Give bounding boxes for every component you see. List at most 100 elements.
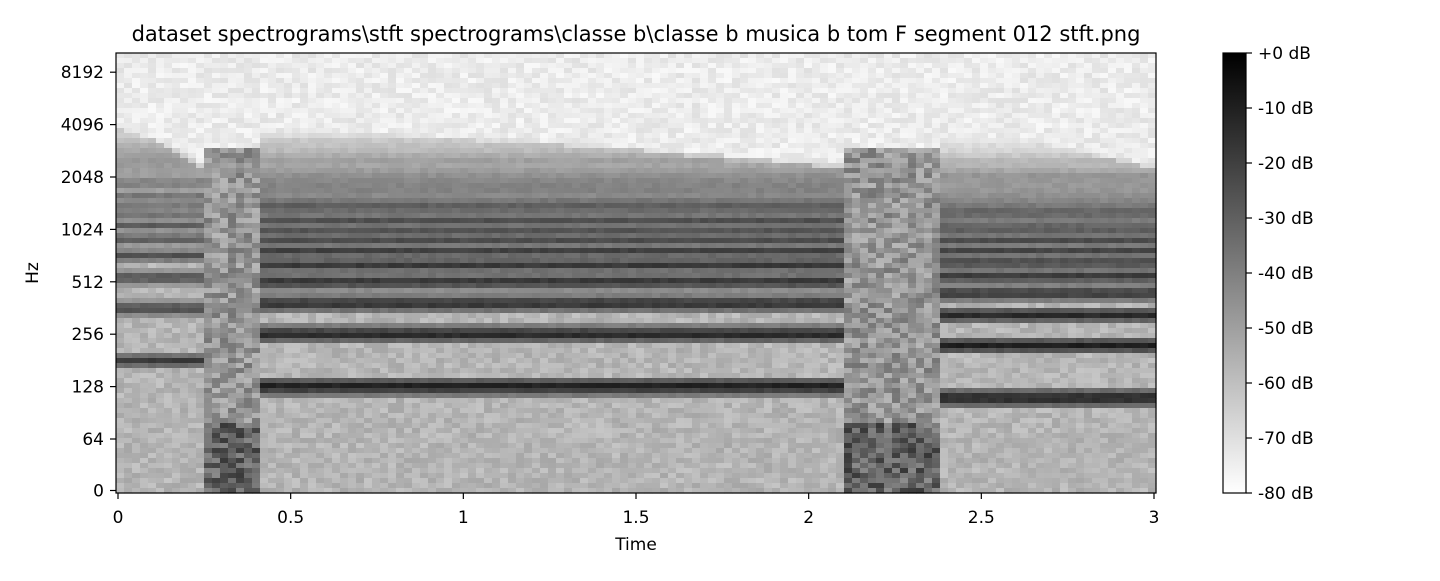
heatmap-cell [308,323,317,329]
heatmap-cell [428,68,437,74]
heatmap-cell [500,483,509,489]
heatmap-cell [540,333,549,339]
heatmap-cell [148,208,157,214]
heatmap-cell [284,143,293,149]
heatmap-cell [252,408,261,414]
heatmap-cell [204,403,213,409]
heatmap-cell [196,273,205,279]
heatmap-cell [532,378,541,384]
heatmap-cell [524,333,533,339]
heatmap-cell [556,333,565,339]
heatmap-cell [324,73,333,79]
heatmap-cell [172,438,181,444]
heatmap-cell [116,363,125,369]
heatmap-cell [548,138,557,144]
heatmap-cell [116,73,125,79]
heatmap-cell [420,163,429,169]
heatmap-cell [324,68,333,74]
heatmap-cell [524,68,533,74]
heatmap-cell [380,488,389,494]
heatmap-cell [284,103,293,109]
heatmap-cell [444,353,453,359]
heatmap-cell [308,313,317,319]
heatmap-cell [156,173,165,179]
heatmap-cell [300,198,309,204]
heatmap-cell [204,208,213,214]
heatmap-cell [364,148,373,154]
heatmap-cell [292,63,301,69]
heatmap-cell [484,88,493,94]
heatmap-cell [308,458,317,464]
heatmap-cell [308,383,317,389]
heatmap-cell [364,323,373,329]
heatmap-cell [148,458,157,464]
heatmap-cell [420,103,429,109]
heatmap-cell [284,118,293,124]
heatmap-cell [308,148,317,154]
heatmap-cell [404,268,413,274]
heatmap-cell [308,163,317,169]
heatmap-cell [236,408,245,414]
heatmap-cell [260,483,269,489]
heatmap-cell [388,323,397,329]
heatmap-cell [156,223,165,229]
heatmap-cell [276,403,285,409]
heatmap-cell [516,273,525,279]
heatmap-cell [332,103,341,109]
heatmap-cell [348,338,357,344]
heatmap-cell [236,368,245,374]
heatmap-cell [244,263,253,269]
heatmap-cell [340,333,349,339]
heatmap-cell [244,128,253,134]
heatmap-cell [204,63,213,69]
heatmap-cell [244,473,253,479]
heatmap-cell [140,143,149,149]
heatmap-cell [236,413,245,419]
heatmap-cell [220,223,229,229]
heatmap-cell [236,348,245,354]
heatmap-cell [460,483,469,489]
heatmap-cell [340,248,349,254]
heatmap-cell [444,198,453,204]
heatmap-cell [132,288,141,294]
heatmap-cell [500,383,509,389]
heatmap-cell [484,213,493,219]
heatmap-cell [244,228,253,234]
heatmap-cell [324,163,333,169]
heatmap-cell [188,68,197,74]
heatmap-cell [532,358,541,364]
heatmap-cell [428,458,437,464]
heatmap-cell [452,243,461,249]
heatmap-cell [276,183,285,189]
heatmap-cell [140,148,149,154]
heatmap-cell [164,308,173,314]
heatmap-cell [212,393,221,399]
heatmap-cell [284,228,293,234]
heatmap-cell [532,178,541,184]
heatmap-cell [260,208,269,214]
heatmap-cell [388,393,397,399]
heatmap-cell [132,93,141,99]
heatmap-cell [188,488,197,494]
heatmap-cell [220,333,229,339]
heatmap-cell [364,283,373,289]
heatmap-cell [316,373,325,379]
heatmap-cell [532,73,541,79]
heatmap-cell [428,303,437,309]
heatmap-cell [508,243,517,249]
heatmap-cell [164,133,173,139]
heatmap-cell [124,398,133,404]
heatmap-cell [244,283,253,289]
heatmap-cell [180,313,189,319]
heatmap-cell [484,418,493,424]
heatmap-cell [244,288,253,294]
heatmap-cell [204,488,213,494]
heatmap-cell [548,328,557,334]
heatmap-cell [532,423,541,429]
heatmap-cell [364,368,373,374]
heatmap-cell [444,303,453,309]
heatmap-cell [252,308,261,314]
heatmap-cell [236,103,245,109]
heatmap-cell [404,488,413,494]
heatmap-cell [444,98,453,104]
